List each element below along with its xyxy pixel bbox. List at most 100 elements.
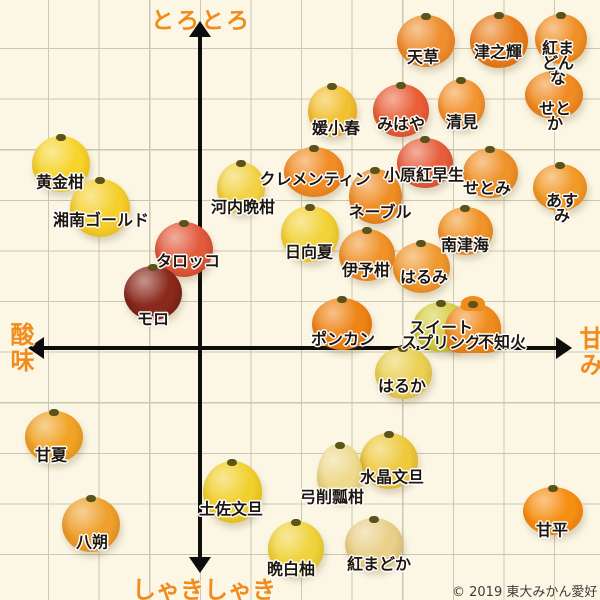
fruit-stem-icon bbox=[305, 204, 315, 211]
fruit-marker bbox=[397, 136, 453, 188]
fruit-marker bbox=[70, 177, 130, 237]
fruit-stem-icon bbox=[485, 146, 495, 153]
fruit-label: タロッコ bbox=[155, 251, 221, 271]
fruit-stem-icon bbox=[420, 136, 430, 143]
fruit-label: 紅まどんな bbox=[541, 38, 574, 88]
fruit-stem-icon bbox=[362, 227, 372, 234]
fruit-marker bbox=[392, 239, 450, 293]
fruit-marker bbox=[284, 145, 344, 197]
fruit-marker bbox=[373, 81, 429, 137]
fruit-label: みはや bbox=[376, 114, 426, 134]
fruit-label: せとか bbox=[538, 99, 571, 133]
fruit-marker bbox=[317, 441, 363, 501]
fruit-label: 日向夏 bbox=[284, 242, 334, 262]
fruit-stem-icon bbox=[236, 160, 246, 167]
fruit-stem-icon bbox=[49, 409, 59, 416]
fruit-stem-icon bbox=[370, 166, 380, 174]
copyright-text: © 2019 東大みかん愛好会 bbox=[452, 585, 598, 600]
fruit-stem-icon bbox=[416, 239, 426, 247]
fruit-stem-icon bbox=[337, 296, 347, 303]
fruit-label: せとみ bbox=[462, 178, 512, 198]
fruit-stem-icon bbox=[369, 516, 379, 523]
fruit-label: 天草 bbox=[406, 47, 440, 67]
axis-arrow-up-icon bbox=[189, 21, 211, 37]
fruit-marker bbox=[217, 160, 265, 214]
fruit-marker bbox=[348, 166, 402, 224]
axis-arrow-down-icon bbox=[189, 557, 211, 573]
fruit-label: モロ bbox=[136, 309, 170, 329]
fruit-stem-icon bbox=[327, 83, 337, 90]
fruit-label: 八朔 bbox=[75, 532, 109, 552]
fruit-marker bbox=[523, 485, 583, 535]
fruit-stem-icon bbox=[179, 219, 189, 227]
fruit-stem-icon bbox=[309, 145, 319, 152]
fruit-stem-icon bbox=[494, 12, 504, 19]
fruit-stem-icon bbox=[421, 13, 431, 20]
fruit-marker bbox=[445, 296, 501, 353]
fruit-label: 不知火 bbox=[477, 332, 527, 352]
fruit-label: ポンカン bbox=[310, 329, 376, 349]
fruit-marker bbox=[462, 146, 518, 198]
fruit-label: 津之輝 bbox=[473, 42, 523, 62]
fruit-stem-icon bbox=[548, 485, 558, 492]
axis-label-sour: 酸味 bbox=[6, 322, 34, 374]
fruit-marker bbox=[525, 69, 583, 119]
fruit-stem-icon bbox=[549, 69, 559, 76]
axis-arrow-left-icon bbox=[28, 337, 44, 359]
fruit-label: 晩白柚 bbox=[266, 559, 316, 579]
fruit-marker bbox=[437, 205, 493, 255]
fruit-label: はるか bbox=[377, 376, 427, 396]
fruit-stem-icon bbox=[86, 494, 96, 502]
fruit-label: 小原紅早生 bbox=[383, 165, 465, 185]
fruit-label: 媛小春 bbox=[311, 118, 361, 138]
axis-label-melty: とろとろ bbox=[151, 8, 251, 34]
fruit-label: 紅まどか bbox=[346, 554, 412, 574]
fruit-stem-icon bbox=[56, 134, 66, 141]
fruit-label: 甘夏 bbox=[34, 445, 68, 465]
fruit-marker bbox=[437, 77, 485, 129]
fruit-label: 水晶文旦 bbox=[359, 467, 425, 487]
fruit-label: 湘南ゴールド bbox=[52, 210, 150, 230]
fruit-marker bbox=[345, 516, 403, 570]
fruit-marker bbox=[533, 161, 587, 211]
axis-label-crispy: しゃきしゃき bbox=[132, 576, 276, 600]
fruit-label: 清見 bbox=[445, 112, 479, 132]
fruit-stem-icon bbox=[468, 301, 478, 308]
fruit-label: 黄金柑 bbox=[35, 172, 85, 192]
fruit-stem-icon bbox=[227, 459, 237, 466]
fruit-stem-icon bbox=[291, 518, 301, 526]
fruit-stem-icon bbox=[555, 161, 565, 169]
fruit-marker bbox=[397, 13, 455, 67]
fruit-marker bbox=[202, 459, 262, 523]
fruit-marker bbox=[470, 12, 528, 68]
fruit-stem-icon bbox=[148, 264, 158, 271]
fruit-marker bbox=[281, 204, 339, 262]
fruit-marker bbox=[339, 227, 395, 281]
fruit-stem-icon bbox=[436, 300, 446, 307]
fruit-label: クレメンティン bbox=[259, 169, 371, 189]
fruit-label: 河内晩柑 bbox=[210, 197, 276, 217]
fruit-marker bbox=[32, 134, 90, 192]
fruit-stem-icon bbox=[95, 177, 105, 184]
fruit-marker bbox=[124, 264, 182, 320]
fruit-label: ネーブル bbox=[348, 202, 412, 222]
fruit-stem-icon bbox=[460, 205, 470, 212]
fruit-marker bbox=[268, 518, 324, 576]
fruit-label: 土佐文旦 bbox=[198, 499, 264, 519]
vertical-axis bbox=[198, 30, 202, 563]
fruit-marker bbox=[25, 409, 83, 463]
fruit-stem-icon bbox=[335, 441, 345, 449]
fruit-stem-icon bbox=[396, 81, 406, 89]
fruit-label: 甘平 bbox=[535, 520, 569, 540]
fruit-marker bbox=[307, 83, 357, 137]
fruit-marker bbox=[360, 431, 418, 489]
fruit-stem-icon bbox=[556, 12, 566, 19]
fruit-marker bbox=[312, 296, 372, 350]
fruit-stem-icon bbox=[456, 77, 466, 84]
fruit-label: 弓削瓢柑 bbox=[299, 487, 365, 507]
fruit-marker bbox=[62, 494, 120, 552]
fruit-label: スイート スプリング bbox=[400, 318, 482, 352]
axis-label-sweet: 甘み bbox=[575, 326, 600, 378]
fruit-label: 伊予柑 bbox=[341, 260, 391, 280]
fruit-stem-icon bbox=[384, 431, 394, 438]
